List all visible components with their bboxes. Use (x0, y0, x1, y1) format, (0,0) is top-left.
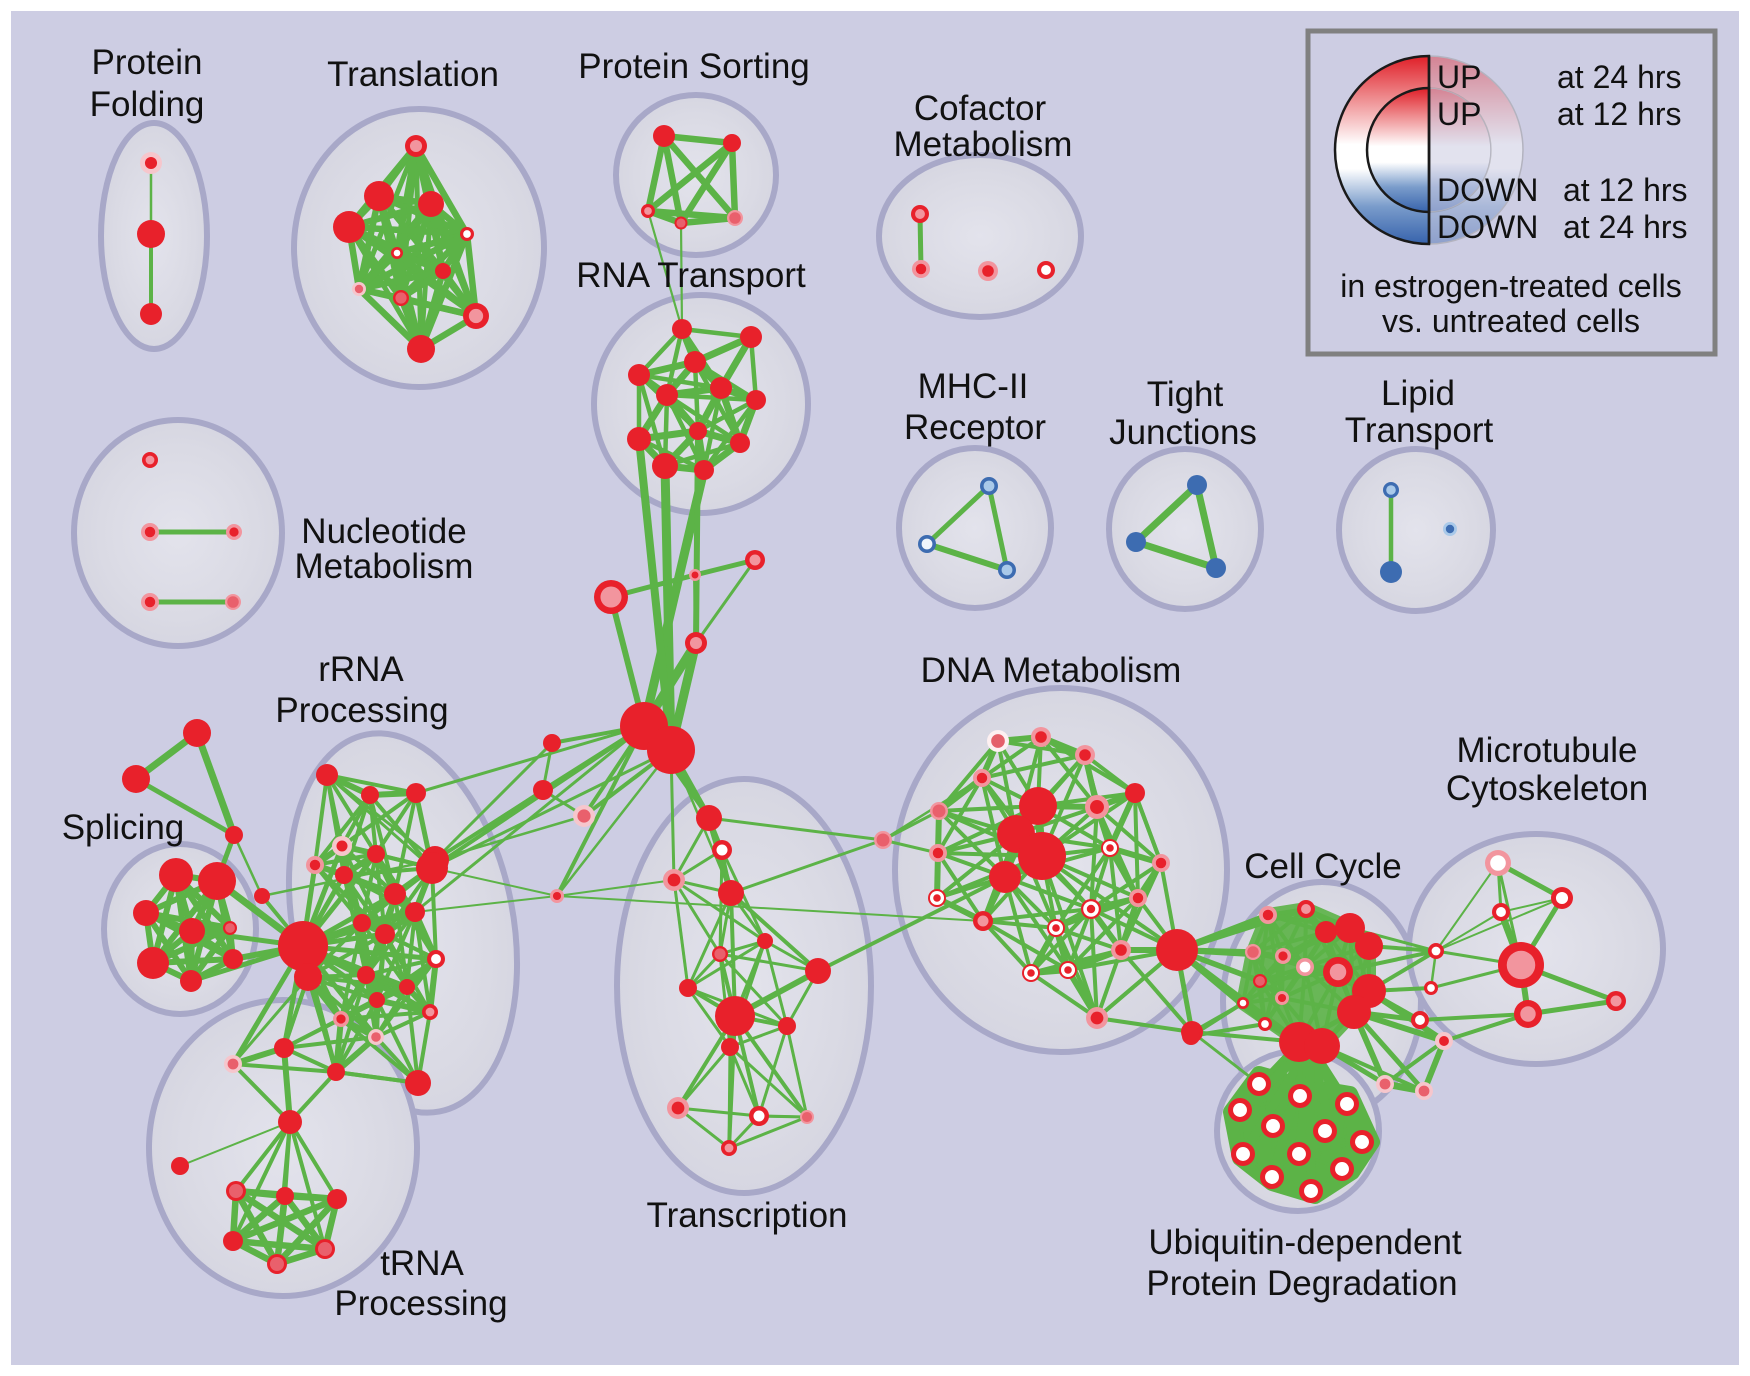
svg-text:at 24 hrs: at 24 hrs (1557, 59, 1682, 95)
svg-text:Junctions: Junctions (1109, 413, 1257, 452)
svg-text:Receptor: Receptor (904, 408, 1046, 447)
svg-text:MHC-II: MHC-II (918, 367, 1029, 406)
svg-text:Folding: Folding (90, 85, 205, 124)
svg-text:Translation: Translation (327, 55, 499, 94)
svg-text:Metabolism: Metabolism (295, 547, 474, 586)
svg-text:Protein Degradation: Protein Degradation (1146, 1264, 1457, 1303)
svg-text:Processing: Processing (334, 1284, 507, 1323)
svg-text:at 12 hrs: at 12 hrs (1563, 172, 1688, 208)
svg-text:Protein: Protein (92, 43, 203, 82)
svg-text:RNA Transport: RNA Transport (576, 256, 806, 295)
svg-text:Processing: Processing (275, 691, 448, 730)
svg-text:Metabolism: Metabolism (894, 125, 1073, 164)
svg-text:tRNA: tRNA (380, 1244, 464, 1283)
svg-text:UP: UP (1437, 96, 1481, 132)
svg-text:Microtubule: Microtubule (1457, 731, 1638, 770)
svg-text:vs. untreated cells: vs. untreated cells (1382, 303, 1640, 339)
svg-text:Ubiquitin-dependent: Ubiquitin-dependent (1148, 1223, 1462, 1262)
svg-text:Cell Cycle: Cell Cycle (1244, 847, 1402, 886)
svg-text:Lipid: Lipid (1381, 374, 1455, 413)
svg-text:Transport: Transport (1345, 411, 1494, 450)
svg-text:UP: UP (1437, 59, 1481, 95)
svg-text:Nucleotide: Nucleotide (301, 512, 466, 551)
svg-text:Transcription: Transcription (647, 1196, 848, 1235)
svg-text:at 12 hrs: at 12 hrs (1557, 96, 1682, 132)
svg-text:DOWN: DOWN (1437, 172, 1538, 208)
svg-text:in estrogen-treated cells: in estrogen-treated cells (1340, 268, 1682, 304)
svg-text:at 24 hrs: at 24 hrs (1563, 209, 1688, 245)
svg-text:Tight: Tight (1147, 375, 1224, 414)
svg-text:Protein Sorting: Protein Sorting (578, 47, 810, 86)
svg-text:Cytoskeleton: Cytoskeleton (1446, 769, 1648, 808)
svg-text:DNA Metabolism: DNA Metabolism (921, 651, 1182, 690)
svg-text:Splicing: Splicing (62, 808, 185, 847)
svg-text:Cofactor: Cofactor (914, 89, 1047, 128)
svg-text:DOWN: DOWN (1437, 209, 1538, 245)
svg-text:rRNA: rRNA (318, 650, 404, 689)
